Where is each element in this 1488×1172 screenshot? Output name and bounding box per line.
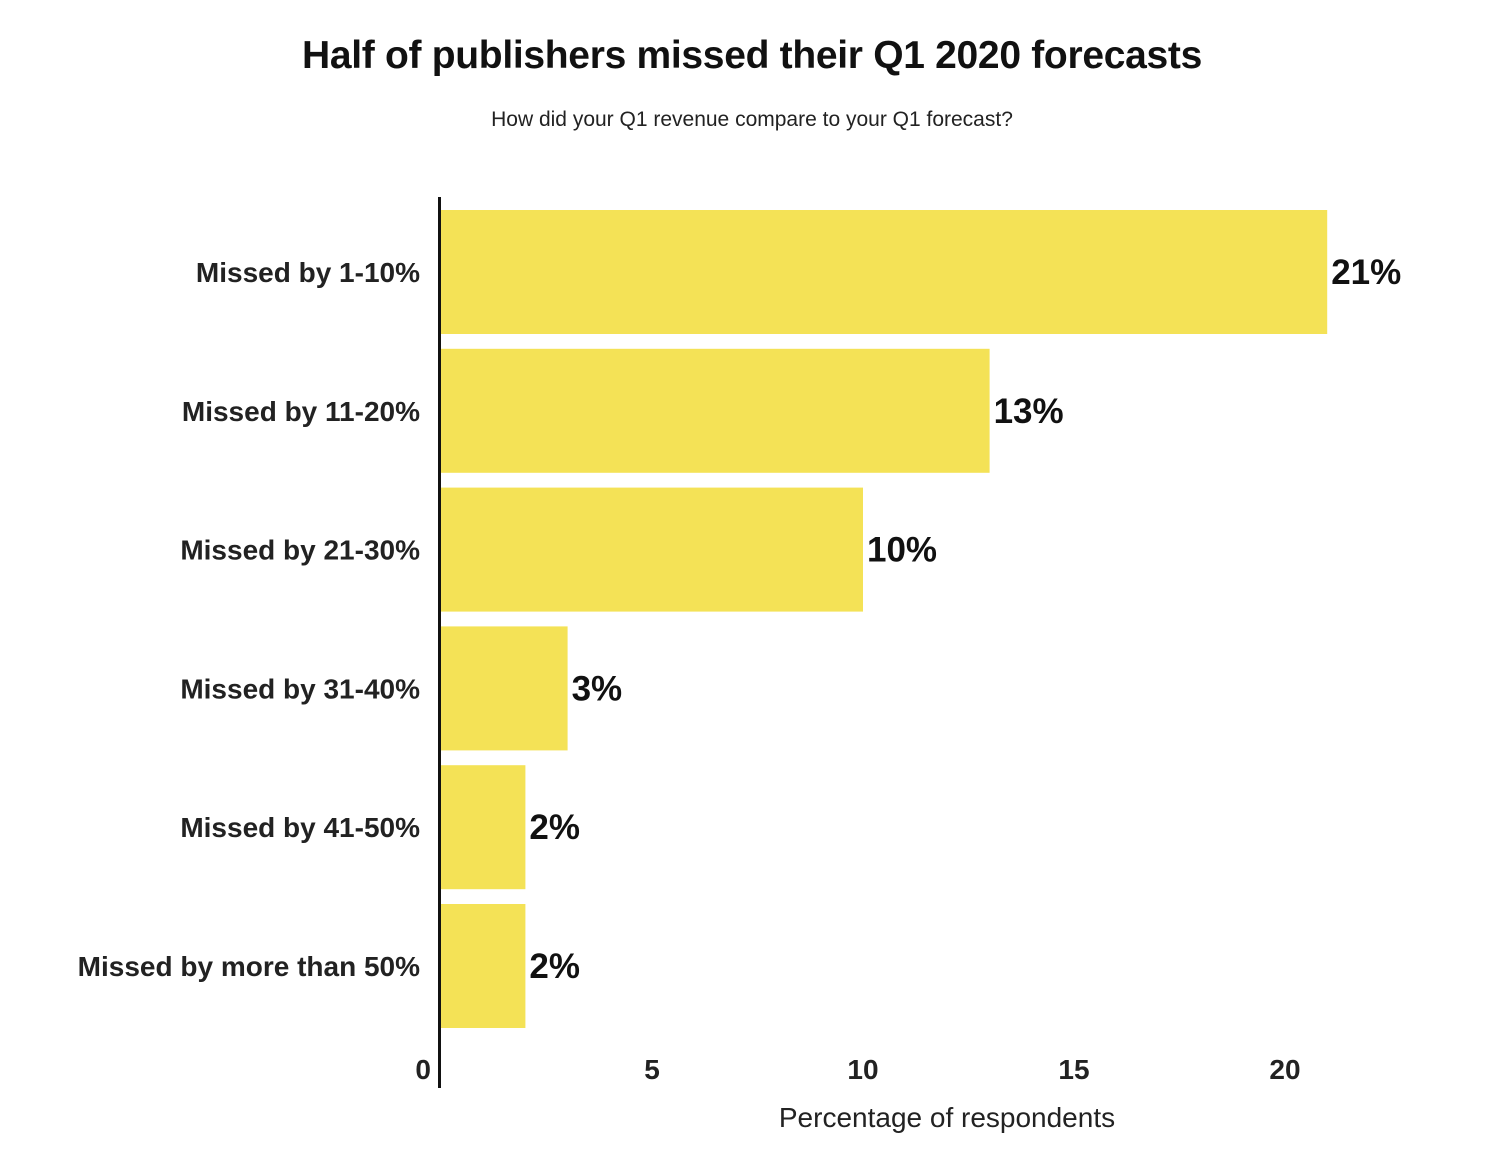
data-label-missed-by-41-50: 2% bbox=[529, 808, 580, 847]
bar-missed-by-31-40 bbox=[441, 626, 568, 751]
data-label-missed-by-31-40: 3% bbox=[572, 669, 623, 708]
category-label-missed-by-21-30: Missed by 21-30% bbox=[180, 535, 420, 566]
data-label-missed-by-more-than-50: 2% bbox=[529, 947, 580, 986]
bar-missed-by-41-50 bbox=[441, 765, 526, 890]
bar-missed-by-more-than-50 bbox=[441, 904, 526, 1028]
x-tick-label-0: 0 bbox=[415, 1054, 431, 1085]
chart-subtitle: How did your Q1 revenue compare to your … bbox=[491, 108, 1013, 131]
data-label-missed-by-21-30: 10% bbox=[867, 531, 937, 570]
x-tick-label-10: 10 bbox=[847, 1054, 878, 1085]
x-tick-label-5: 5 bbox=[644, 1054, 660, 1085]
x-axis-title: Percentage of respondents bbox=[779, 1102, 1115, 1133]
x-tick-label-20: 20 bbox=[1269, 1054, 1300, 1085]
category-labels: Missed by 1-10% Missed by 11-20% Missed by… bbox=[78, 257, 420, 982]
data-labels: 21% 13% 10% 3% 2% 2% bbox=[529, 253, 1401, 986]
category-label-missed-by-11-20: Missed by 11-20% bbox=[182, 396, 420, 427]
chart-title: Half of publishers missed their Q1 2020 … bbox=[302, 34, 1202, 77]
x-tick-labels: 0 5 10 15 20 bbox=[415, 1054, 1300, 1085]
bars-group bbox=[441, 210, 1328, 1028]
data-label-missed-by-1-10: 21% bbox=[1331, 253, 1401, 292]
category-label-missed-by-41-50: Missed by 41-50% bbox=[180, 812, 420, 843]
category-label-missed-by-more-than-50: Missed by more than 50% bbox=[78, 951, 420, 982]
bar-missed-by-21-30 bbox=[441, 487, 863, 612]
bar-missed-by-11-20 bbox=[441, 348, 990, 473]
data-label-missed-by-11-20: 13% bbox=[994, 392, 1064, 431]
x-tick-label-15: 15 bbox=[1058, 1054, 1089, 1085]
category-label-missed-by-1-10: Missed by 1-10% bbox=[196, 257, 420, 288]
bar-missed-by-1-10 bbox=[441, 210, 1328, 334]
category-label-missed-by-31-40: Missed by 31-40% bbox=[180, 673, 420, 704]
